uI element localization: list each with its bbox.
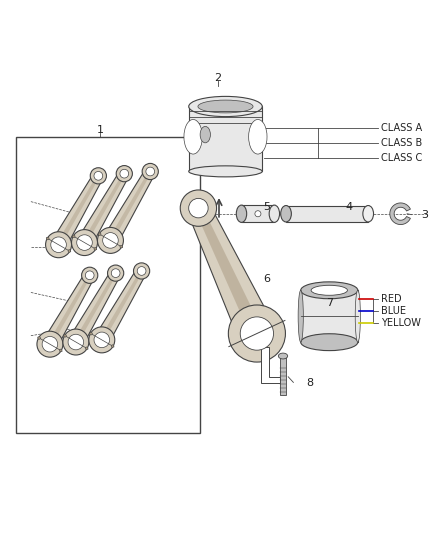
Ellipse shape — [46, 232, 71, 258]
Ellipse shape — [64, 335, 67, 337]
Ellipse shape — [255, 211, 261, 217]
Text: RED: RED — [381, 294, 402, 304]
Text: 4: 4 — [345, 202, 352, 212]
Ellipse shape — [90, 333, 92, 335]
Ellipse shape — [38, 337, 40, 340]
Text: 5: 5 — [263, 202, 270, 212]
Ellipse shape — [85, 271, 94, 280]
Ellipse shape — [281, 206, 291, 222]
Text: YELLOW: YELLOW — [381, 318, 421, 328]
Ellipse shape — [94, 247, 97, 250]
Ellipse shape — [85, 347, 88, 350]
Ellipse shape — [111, 345, 114, 348]
Polygon shape — [109, 171, 152, 241]
Ellipse shape — [189, 166, 262, 177]
Ellipse shape — [355, 290, 360, 342]
Ellipse shape — [236, 205, 247, 222]
Text: 7: 7 — [326, 298, 333, 308]
Text: 8: 8 — [306, 378, 313, 388]
Polygon shape — [74, 272, 117, 343]
Text: 6: 6 — [263, 274, 270, 285]
Polygon shape — [82, 173, 126, 244]
Ellipse shape — [301, 282, 358, 298]
Ellipse shape — [198, 100, 253, 113]
Polygon shape — [48, 274, 91, 345]
Ellipse shape — [134, 263, 150, 279]
Polygon shape — [95, 268, 146, 344]
Ellipse shape — [63, 329, 89, 355]
Ellipse shape — [89, 327, 115, 353]
Bar — [16, 137, 200, 433]
Ellipse shape — [111, 269, 120, 278]
Ellipse shape — [200, 126, 210, 143]
Polygon shape — [43, 273, 94, 348]
Text: CLASS B: CLASS B — [381, 138, 422, 148]
Polygon shape — [188, 203, 274, 342]
Ellipse shape — [137, 266, 146, 276]
Polygon shape — [78, 171, 129, 246]
Ellipse shape — [278, 353, 288, 359]
Ellipse shape — [37, 331, 63, 357]
Polygon shape — [100, 270, 143, 341]
Ellipse shape — [240, 317, 274, 350]
Ellipse shape — [363, 206, 374, 222]
Polygon shape — [390, 203, 410, 224]
Ellipse shape — [51, 237, 66, 253]
Polygon shape — [52, 173, 103, 248]
Ellipse shape — [77, 235, 92, 251]
Polygon shape — [104, 169, 155, 244]
Text: 3: 3 — [421, 209, 428, 220]
Ellipse shape — [120, 169, 129, 178]
Bar — [301, 290, 358, 342]
Polygon shape — [195, 206, 263, 336]
Polygon shape — [57, 175, 100, 246]
Ellipse shape — [180, 190, 216, 227]
Ellipse shape — [68, 249, 71, 252]
Ellipse shape — [42, 336, 58, 352]
Ellipse shape — [108, 265, 124, 281]
Ellipse shape — [120, 245, 123, 248]
Ellipse shape — [116, 166, 132, 182]
Text: 1: 1 — [96, 125, 103, 135]
Ellipse shape — [301, 334, 358, 351]
Ellipse shape — [81, 267, 98, 284]
Bar — [280, 356, 286, 395]
Polygon shape — [261, 346, 279, 383]
Ellipse shape — [94, 172, 102, 180]
Ellipse shape — [189, 96, 262, 117]
Ellipse shape — [46, 237, 49, 240]
Text: 2: 2 — [215, 74, 222, 83]
Ellipse shape — [68, 334, 84, 350]
Bar — [286, 206, 368, 222]
Bar — [241, 205, 274, 222]
Text: BLUE: BLUE — [381, 305, 406, 316]
Ellipse shape — [94, 332, 110, 348]
Ellipse shape — [269, 205, 279, 222]
Ellipse shape — [71, 230, 98, 255]
Ellipse shape — [99, 233, 101, 236]
Ellipse shape — [228, 305, 286, 362]
Ellipse shape — [90, 168, 106, 184]
Ellipse shape — [102, 232, 118, 248]
Ellipse shape — [249, 119, 267, 154]
Ellipse shape — [298, 290, 304, 342]
Text: CLASS A: CLASS A — [381, 123, 422, 133]
Polygon shape — [69, 270, 120, 346]
Text: CLASS C: CLASS C — [381, 154, 422, 164]
Ellipse shape — [98, 228, 124, 253]
Ellipse shape — [142, 164, 158, 180]
Ellipse shape — [60, 349, 62, 352]
Bar — [189, 107, 262, 172]
Ellipse shape — [146, 167, 155, 176]
Ellipse shape — [184, 119, 202, 154]
Ellipse shape — [311, 285, 347, 295]
Ellipse shape — [189, 198, 208, 218]
Ellipse shape — [72, 235, 75, 238]
